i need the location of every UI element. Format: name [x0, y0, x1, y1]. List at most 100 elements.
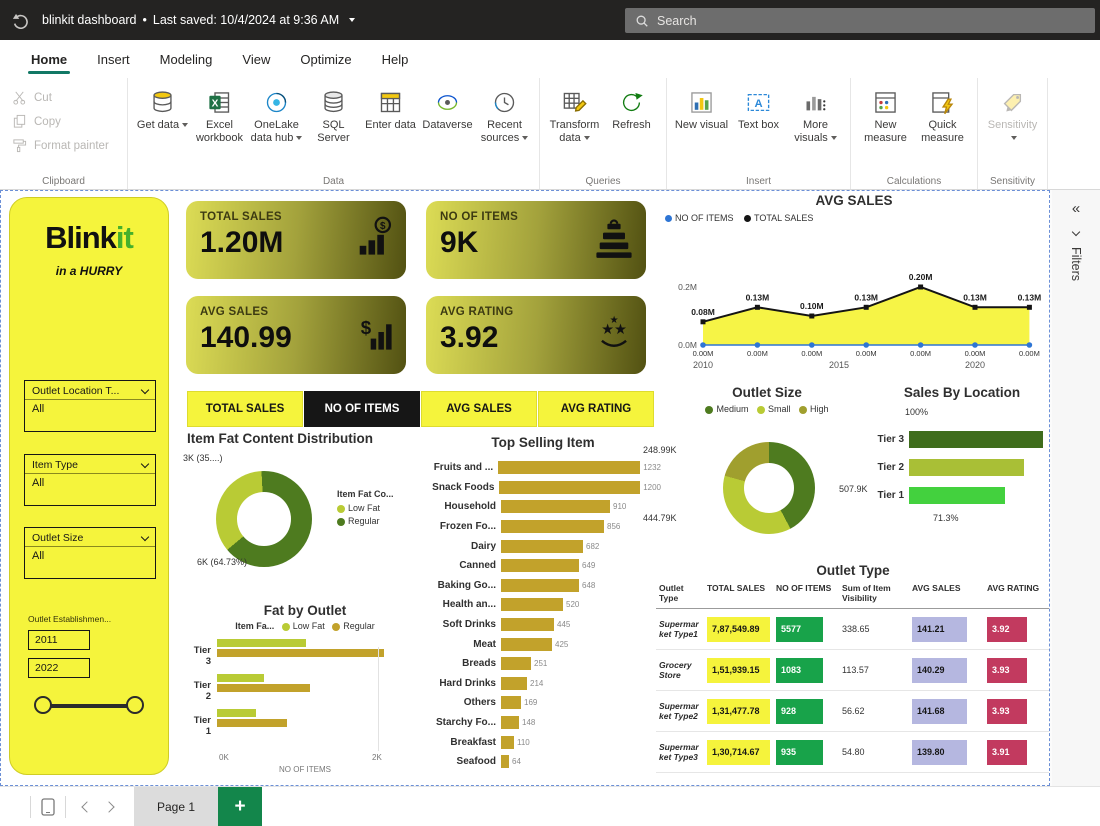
- kpi-avg-sales[interactable]: AVG SALES 140.99 $: [186, 296, 406, 374]
- back-button[interactable]: [0, 0, 42, 40]
- bar-row[interactable]: Baking Go... 648: [437, 578, 596, 592]
- bar-row[interactable]: Snack Foods 1200: [432, 480, 661, 494]
- fat-content-visual[interactable]: Item Fat Content Distribution 3K (35....…: [183, 431, 419, 603]
- outlet-size-donut[interactable]: [723, 442, 815, 534]
- excel-workbook-button[interactable]: X Excel workbook: [191, 82, 248, 144]
- title-dropdown-caret[interactable]: [349, 18, 356, 22]
- copy-icon: [13, 114, 26, 128]
- avg-sales-visual[interactable]: AVG SALES NO OF ITEMS TOTAL SALES 0.08M 0…: [657, 193, 1051, 383]
- new-visual-button[interactable]: New visual: [673, 82, 730, 144]
- slider-knob-right[interactable]: [126, 696, 144, 714]
- transform-table-icon: [563, 92, 587, 112]
- transform-data-button[interactable]: Transform data: [546, 82, 603, 144]
- bar-row[interactable]: Dairy 682: [470, 539, 600, 553]
- quick-measure-button[interactable]: Quick measure: [914, 82, 971, 144]
- nav-no-of-items-button[interactable]: NO OF ITEMS: [304, 391, 420, 427]
- bar-row[interactable]: Frozen Fo... 856: [439, 520, 621, 534]
- bar-row[interactable]: Soft Drinks 445: [442, 618, 571, 632]
- slicer-outlet-location[interactable]: Outlet Location T... All: [24, 380, 156, 432]
- new-measure-button[interactable]: New measure: [857, 82, 914, 144]
- table-row[interactable]: Supermar ket Type2 1,31,477.78 928 56.62…: [656, 691, 1049, 732]
- bar-row[interactable]: Tier 2: [873, 453, 1051, 481]
- onelake-data-hub-button[interactable]: OneLake data hub: [248, 82, 305, 144]
- bar-row[interactable]: Meat 425: [473, 637, 569, 651]
- svg-text:0.13M: 0.13M: [854, 292, 878, 302]
- enter-data-button[interactable]: Enter data: [362, 82, 419, 144]
- nav-avg-rating-button[interactable]: AVG RATING: [538, 391, 654, 427]
- next-page-button[interactable]: [103, 800, 115, 813]
- tab-home[interactable]: Home: [16, 40, 82, 78]
- gridline: [378, 647, 379, 751]
- ribbon-group-label: Clipboard: [42, 176, 85, 187]
- bar-row[interactable]: Household 910: [444, 500, 627, 514]
- bar-row[interactable]: Hard Drinks 214: [439, 676, 544, 690]
- tab-optimize[interactable]: Optimize: [300, 51, 352, 67]
- nav-total-sales-button[interactable]: TOTAL SALES: [187, 391, 303, 427]
- kpi-total-sales[interactable]: TOTAL SALES 1.20M $: [186, 201, 406, 279]
- refresh-button[interactable]: Refresh: [603, 82, 660, 144]
- dataverse-icon: [437, 94, 458, 110]
- svg-text:0.00M: 0.00M: [801, 349, 822, 358]
- outlet-size-visual[interactable]: Outlet Size Medium Small High 248.99K 50…: [641, 385, 893, 567]
- previous-page-button[interactable]: [81, 800, 93, 813]
- range-slider[interactable]: [34, 696, 144, 716]
- expand-pane-button[interactable]: «: [1071, 200, 1081, 217]
- table-row[interactable]: Supermar ket Type3 1,30,714.67 935 54.80…: [656, 732, 1049, 773]
- bar-row[interactable]: Tier 2: [187, 674, 423, 702]
- more-visuals-button[interactable]: More visuals: [787, 82, 844, 144]
- bar-row[interactable]: Breads 251: [462, 657, 548, 671]
- bar-row[interactable]: Starchy Fo... 148: [435, 716, 536, 730]
- get-data-button[interactable]: Get data: [134, 82, 191, 144]
- bar-row[interactable]: Tier 1: [187, 709, 423, 737]
- bar-row[interactable]: Canned 649: [459, 559, 596, 573]
- svg-text:0.08M: 0.08M: [691, 307, 715, 317]
- chart-title: AVG SALES: [815, 193, 893, 208]
- outlet-type-table-visual[interactable]: Outlet Type Outlet Type TOTAL SALES NO O…: [656, 563, 1050, 781]
- fat-content-donut[interactable]: [216, 471, 312, 567]
- slicer-item-type[interactable]: Item Type All: [24, 454, 156, 506]
- refresh-icon: [622, 92, 643, 111]
- bar-row[interactable]: Fruits and ... 1232: [433, 461, 661, 475]
- nav-avg-sales-button[interactable]: AVG SALES: [421, 391, 537, 427]
- bar-row[interactable]: Others 169: [463, 696, 538, 710]
- filters-pane-label[interactable]: Filters: [1069, 247, 1083, 282]
- bar-row[interactable]: Health an... 520: [442, 598, 580, 612]
- add-page-button[interactable]: +: [218, 786, 262, 826]
- fat-by-outlet-visual[interactable]: Fat by Outlet Item Fa... Low Fat Regular…: [187, 603, 423, 779]
- dataverse-button[interactable]: Dataverse: [419, 82, 476, 144]
- table-row[interactable]: Supermar ket Type1 7,87,549.89 5577 338.…: [656, 609, 1049, 650]
- sales-by-location-visual[interactable]: Sales By Location 100% Tier 3 Tier 2 Tie…: [873, 385, 1051, 535]
- tab-modeling[interactable]: Modeling: [159, 51, 213, 67]
- bar-row[interactable]: Breakfast 110: [450, 735, 530, 749]
- legend-dot: [332, 622, 341, 631]
- kpi-no-of-items[interactable]: NO OF ITEMS 9K: [426, 201, 646, 279]
- range-from-input[interactable]: 2011: [28, 630, 90, 650]
- search-placeholder: Search: [657, 13, 697, 28]
- sql-server-button[interactable]: SQL Server: [305, 82, 362, 144]
- search-icon: [636, 15, 648, 27]
- bar-chart-icon: [691, 91, 712, 113]
- ribbon-group-sensitivity: Sensitivity Sensitivity: [978, 78, 1048, 189]
- chart-legend: NO OF ITEMS TOTAL SALES: [665, 213, 813, 223]
- tab-insert[interactable]: Insert: [97, 51, 130, 67]
- mobile-layout-icon[interactable]: [41, 797, 55, 816]
- bar-row[interactable]: Tier 3: [873, 425, 1051, 453]
- text-box-button[interactable]: A Text box: [730, 82, 787, 144]
- slicer-outlet-size[interactable]: Outlet Size All: [24, 527, 156, 579]
- recent-sources-button[interactable]: Recent sources: [476, 82, 533, 144]
- range-to-input[interactable]: 2022: [28, 658, 90, 678]
- chevron-down-icon[interactable]: [1071, 227, 1081, 237]
- bar-row[interactable]: Seafood 64: [456, 755, 521, 769]
- kpi-avg-rating[interactable]: AVG RATING 3.92 ★ ★★: [426, 296, 646, 374]
- top-selling-visual[interactable]: Top Selling Item Fruits and ... 1232 Snac…: [425, 435, 661, 779]
- tab-view[interactable]: View: [242, 51, 271, 67]
- table-row[interactable]: Grocery Store 1,51,939.15 1083 113.57 14…: [656, 650, 1049, 691]
- slider-knob-left[interactable]: [34, 696, 52, 714]
- avg-sales-line-chart[interactable]: 0.08M 0.13M 0.10M 0.13M 0.20M 0.13M 0.13M 0.00M…: [661, 229, 1047, 373]
- bar-row[interactable]: Tier 3: [187, 639, 423, 667]
- search-input[interactable]: Search: [625, 8, 1095, 33]
- report-page[interactable]: Blinkit in a HURRY Outlet Location T... …: [0, 190, 1050, 786]
- page-tab[interactable]: Page 1: [134, 786, 218, 826]
- bar-row[interactable]: Tier 1: [873, 481, 1051, 509]
- tab-help[interactable]: Help: [381, 51, 409, 67]
